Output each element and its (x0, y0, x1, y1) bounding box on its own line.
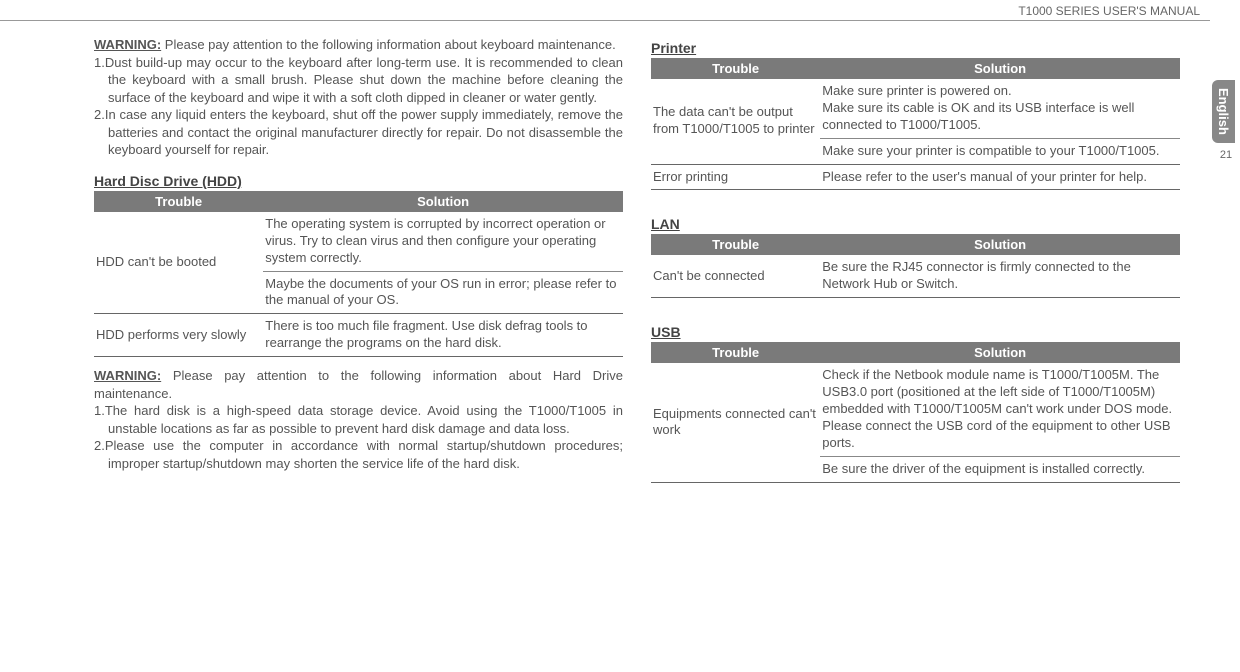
table-cell-solution: Be sure the driver of the equipment is i… (820, 456, 1180, 482)
warning-hdd: WARNING: Please pay attention to the fol… (94, 367, 623, 472)
left-column: WARNING: Please pay attention to the fol… (94, 36, 623, 662)
section-title-printer: Printer (651, 40, 1180, 56)
section-title-usb: USB (651, 324, 1180, 340)
table-header-trouble: Trouble (651, 58, 820, 79)
warning-item: 2.Please use the computer in accordance … (94, 437, 623, 472)
warning-intro: Please pay attention to the following in… (94, 368, 623, 401)
table-cell-trouble: Can't be connected (651, 255, 820, 297)
page-content: WARNING: Please pay attention to the fol… (94, 36, 1180, 662)
table-cell-solution: Be sure the RJ45 connector is firmly con… (820, 255, 1180, 297)
warning-item: 1.The hard disk is a high-speed data sto… (94, 402, 623, 437)
table-cell-solution: Make sure printer is powered on. Make su… (820, 79, 1180, 138)
warning-label: WARNING: (94, 37, 161, 52)
header-divider (0, 20, 1210, 21)
table-header-trouble: Trouble (651, 342, 820, 363)
table-cell-solution: Please refer to the user's manual of you… (820, 164, 1180, 190)
table-cell-trouble: HDD can't be booted (94, 212, 263, 314)
table-cell-trouble: The data can't be output from T1000/T100… (651, 79, 820, 164)
table-header-solution: Solution (820, 342, 1180, 363)
table-cell-solution: Make sure your printer is compatible to … (820, 138, 1180, 164)
side-tab: English 21 (1212, 80, 1240, 200)
table-cell-solution: Check if the Netbook module name is T100… (820, 363, 1180, 456)
warning-intro: Please pay attention to the following in… (165, 37, 616, 52)
warning-label: WARNING: (94, 368, 161, 383)
warning-item: 1.Dust build-up may occur to the keyboar… (94, 54, 623, 107)
table-cell-solution: Maybe the documents of your OS run in er… (263, 271, 623, 314)
table-header-trouble: Trouble (651, 234, 820, 255)
page-number: 21 (1212, 149, 1240, 161)
warning-item: 2.In case any liquid enters the keyboard… (94, 106, 623, 159)
table-header-solution: Solution (820, 234, 1180, 255)
header-title: T1000 SERIES USER'S MANUAL (1018, 4, 1200, 18)
lan-table: Trouble Solution Can't be connected Be s… (651, 234, 1180, 298)
table-cell-solution: There is too much file fragment. Use dis… (263, 314, 623, 357)
hdd-table: Trouble Solution HDD can't be booted The… (94, 191, 623, 357)
table-cell-trouble: HDD performs very slowly (94, 314, 263, 357)
table-header-solution: Solution (820, 58, 1180, 79)
section-title-lan: LAN (651, 216, 1180, 232)
table-cell-solution: The operating system is corrupted by inc… (263, 212, 623, 271)
warning-keyboard: WARNING: Please pay attention to the fol… (94, 36, 623, 159)
table-cell-trouble: Equipments connected can't work (651, 363, 820, 482)
table-cell-trouble: Error printing (651, 164, 820, 190)
usb-table: Trouble Solution Equipments connected ca… (651, 342, 1180, 482)
section-title-hdd: Hard Disc Drive (HDD) (94, 173, 623, 189)
table-header-solution: Solution (263, 191, 623, 212)
table-header-trouble: Trouble (94, 191, 263, 212)
language-tab: English (1212, 80, 1235, 143)
printer-table: Trouble Solution The data can't be outpu… (651, 58, 1180, 190)
right-column: Printer Trouble Solution The data can't … (651, 36, 1180, 662)
